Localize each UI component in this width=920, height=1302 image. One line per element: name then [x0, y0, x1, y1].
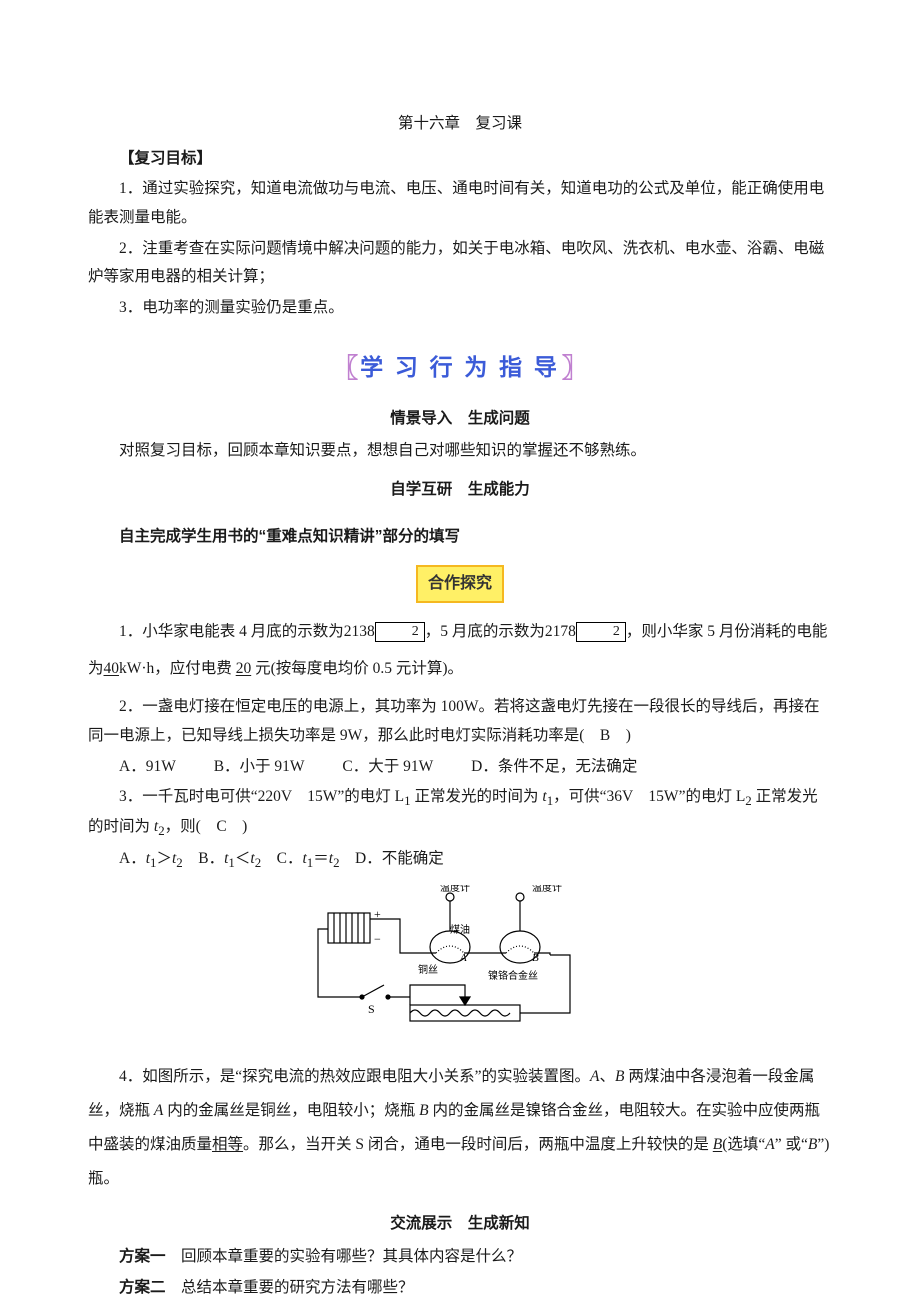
goal-2: 2．注重考查在实际问题情境中解决问题的能力，如关于电冰箱、电吹风、洗衣机、电水壶…	[88, 235, 832, 292]
boxed-heading-row: 合作探究	[88, 565, 832, 603]
q4-flaskA: A	[154, 1102, 163, 1119]
svg-text:煤油: 煤油	[450, 923, 470, 936]
q1-tail-b: 元(按每度电均价 0.5 元计算)。	[251, 660, 463, 677]
q1-box2: 2	[576, 622, 626, 642]
q4-part6: ” 或“	[775, 1136, 808, 1153]
q1-ans2: 20	[236, 660, 252, 677]
q4-Blabel: B	[808, 1136, 817, 1153]
q2-optC: C．大于 91W	[342, 758, 433, 775]
goal-1: 1．通过实验探究，知道电流做功与电流、电压、通电时间有关，知道电功的公式及单位，…	[88, 175, 832, 232]
q4-Alabel: A	[765, 1136, 774, 1153]
circuit-svg-icon: + − S 温度计 A 铜丝 煤油	[310, 885, 610, 1035]
section-heading-1: 情景导入 生成问题	[88, 405, 832, 434]
question-3-options: A．t1＞t2 B．t1＜t2 C．t1＝t2 D．不能确定	[88, 845, 832, 875]
q1-box1: 2	[375, 622, 425, 642]
plan-2: 方案二 总结本章重要的研究方法有哪些？	[88, 1274, 832, 1302]
q4-ans-equal: 相等	[212, 1136, 243, 1153]
section-heading-3: 交流展示 生成新知	[88, 1210, 832, 1239]
svg-text:镍铬合金丝: 镍铬合金丝	[488, 969, 538, 982]
q2-optD: D．条件不足，无法确定	[471, 758, 637, 775]
plan-1: 方案一 回顾本章重要的实验有哪些？其具体内容是什么？	[88, 1243, 832, 1272]
svg-text:S: S	[368, 1002, 375, 1016]
bracket-right-icon: 〗	[560, 354, 590, 383]
question-3: 3．一千瓦时电可供“220V 15W”的电灯 L1 正常发光的时间为 t1，可供…	[88, 783, 832, 843]
bracket-left-icon: 〖	[330, 354, 360, 383]
decorated-heading-text: 学 习 行 为 指 导	[360, 355, 560, 380]
q3-options: A．t1＞t2 B．t1＜t2 C．t1＝t2 D．不能确定	[119, 850, 444, 867]
svg-text:A: A	[459, 952, 467, 964]
svg-text:−: −	[374, 932, 381, 946]
svg-text:温度计: 温度计	[440, 885, 470, 894]
question-2: 2．一盏电灯接在恒定电压的电源上，其功率为 100W。若将这盏电灯先接在一段很长…	[88, 693, 832, 750]
q3-mid2: ，可供“36V 15W”的电灯 L	[553, 788, 745, 805]
self-study-heading: 自主完成学生用书的“重难点知识精讲”部分的填写	[88, 523, 832, 552]
q1-pre: 1．小华家电能表 4 月底的示数为2138	[119, 623, 375, 640]
decorated-heading: 〖学 习 行 为 指 导〗	[88, 345, 832, 393]
plan1-label: 方案一	[119, 1248, 166, 1265]
circuit-figure: + − S 温度计 A 铜丝 煤油	[88, 885, 832, 1046]
q1-unit1: kW·h，应付电费	[119, 660, 236, 677]
q4-flaskB: B	[419, 1102, 428, 1119]
plan2-label: 方案二	[119, 1279, 166, 1296]
q1-ans1: 40	[104, 660, 120, 677]
q4-part4: 。那么，当开关 S 闭合，通电一段时间后，两瓶中温度上升较快的是	[243, 1136, 713, 1153]
q3-tail: ，则( C )	[165, 818, 248, 835]
q4-part5: (选填“	[722, 1136, 765, 1153]
goal-3: 3．电功率的测量实验仍是重点。	[88, 294, 832, 323]
q2-optB: B．小于 91W	[214, 758, 305, 775]
q4-part1c: 、	[599, 1068, 615, 1085]
q4-part1: 4．如图所示，是“探究电流的热效应跟电阻大小关系”的实验装置图。	[119, 1068, 590, 1085]
plan1-text: 回顾本章重要的实验有哪些？其具体内容是什么？	[166, 1248, 523, 1265]
chapter-title: 第十六章 复习课	[88, 110, 832, 139]
q1-mid: ，5 月底的示数为2178	[425, 623, 576, 640]
q4-part2: 内的金属丝是铜丝，电阻较小；烧瓶	[163, 1102, 419, 1119]
svg-text:铜丝: 铜丝	[418, 964, 438, 976]
q2-optA: A．91W	[119, 758, 176, 775]
section-1-body: 对照复习目标，回顾本章知识要点，想想自己对哪些知识的掌握还不够熟练。	[88, 437, 832, 466]
q4-ans-B: B	[713, 1136, 722, 1153]
svg-text:温度计: 温度计	[532, 885, 562, 894]
question-4: 4．如图所示，是“探究电流的热效应跟电阻大小关系”的实验装置图。A、B 两煤油中…	[88, 1060, 832, 1196]
plan2-text: 总结本章重要的研究方法有哪些？	[166, 1279, 414, 1296]
section-heading-2: 自学互研 生成能力	[88, 476, 832, 505]
question-1: 1．小华家电能表 4 月底的示数为21382，5 月底的示数为21782，则小华…	[88, 613, 832, 687]
q3-mid1: 正常发光的时间为	[411, 788, 543, 805]
question-2-options: A．91W B．小于 91W C．大于 91W D．条件不足，无法确定	[88, 753, 832, 782]
goals-header: 【复习目标】	[88, 145, 832, 174]
svg-text:B: B	[532, 952, 539, 964]
q3-pre: 3．一千瓦时电可供“220V 15W”的电灯 L	[119, 788, 404, 805]
boxed-heading: 合作探究	[416, 565, 504, 603]
